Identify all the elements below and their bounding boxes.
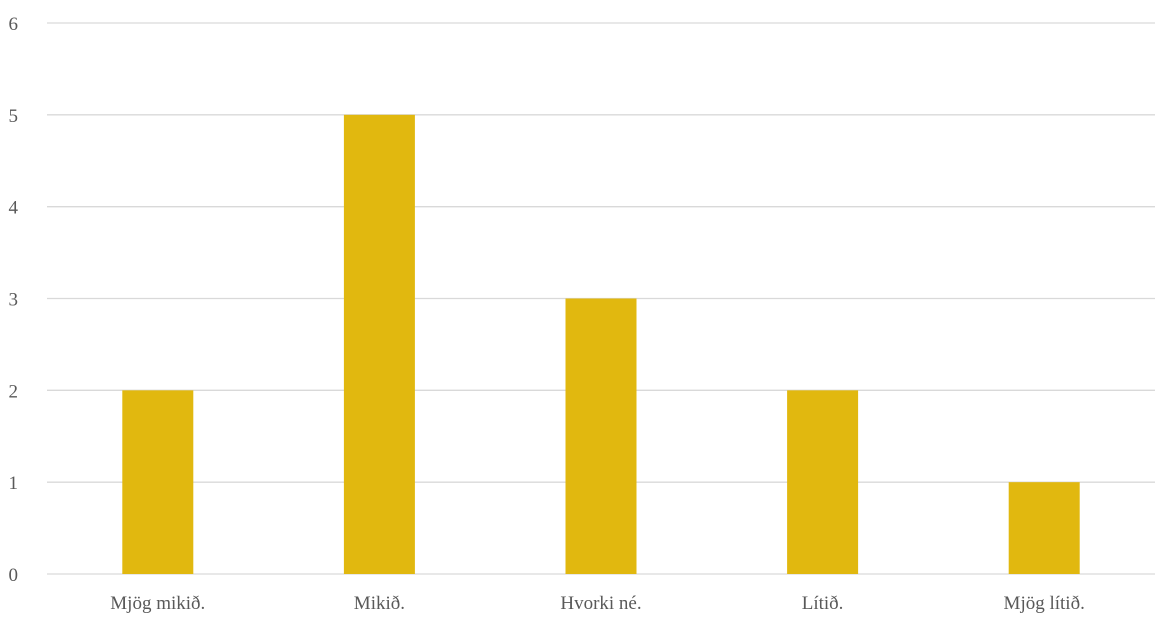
bar-5 xyxy=(1008,482,1080,574)
bar-4 xyxy=(787,390,859,574)
y-tick-label-3: 3 xyxy=(9,290,19,311)
bar-3 xyxy=(565,298,637,574)
y-tick-label-6: 6 xyxy=(9,14,19,35)
bars xyxy=(122,114,1080,574)
y-tick-label-5: 5 xyxy=(9,106,19,127)
x-axis-labels: Mjög mikið. Mikið. Hvorki né. Lítið. Mjög lí… xyxy=(110,593,1085,614)
bar-1 xyxy=(122,390,194,574)
bar-2 xyxy=(343,114,415,574)
x-category-label-1: Mjög mikið. xyxy=(110,593,205,614)
x-category-label-5: Mjög lítið. xyxy=(1004,593,1085,614)
y-tick-label-0: 0 xyxy=(9,565,19,586)
x-category-label-4: Lítið. xyxy=(802,593,844,614)
y-tick-label-1: 1 xyxy=(9,473,19,494)
y-tick-label-2: 2 xyxy=(9,381,19,402)
y-tick-label-4: 4 xyxy=(9,198,19,219)
x-category-label-3: Hvorki né. xyxy=(560,593,641,614)
y-axis-ticks: 0 1 2 3 4 5 6 xyxy=(9,14,19,586)
x-category-label-2: Mikið. xyxy=(354,593,405,614)
